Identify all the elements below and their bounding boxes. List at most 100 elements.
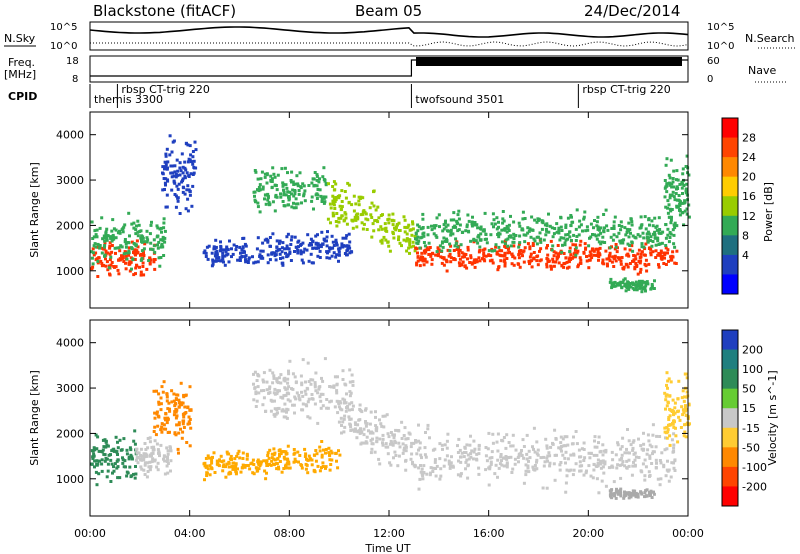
range-gate-cell (315, 192, 319, 196)
range-gate-cell (100, 264, 104, 268)
range-gate-cell (283, 247, 287, 251)
range-gate-cell (370, 216, 374, 219)
range-gate-cell (646, 282, 650, 286)
range-gate-cell (177, 423, 181, 427)
range-gate-cell (603, 241, 607, 244)
range-gate-cell (319, 406, 323, 410)
range-gate-cell (514, 448, 518, 452)
range-gate-cell (322, 448, 325, 452)
range-gate-cell (496, 432, 500, 436)
range-gate-cell (157, 392, 161, 396)
range-gate-cell (425, 246, 429, 250)
range-gate-cell (526, 242, 530, 246)
range-gate-cell (513, 256, 517, 260)
range-gate-cell (299, 243, 303, 246)
range-gate-cell (631, 464, 635, 468)
range-gate-cell (611, 238, 615, 242)
range-gate-cell (128, 260, 132, 264)
range-gate-cell (631, 446, 635, 450)
range-gate-cell (439, 467, 443, 471)
range-gate-cell (135, 249, 139, 253)
range-gate-cell (188, 385, 192, 389)
range-gate-cell (94, 251, 98, 255)
range-gate-cell (645, 269, 649, 273)
range-gate-cell (419, 227, 423, 231)
range-gate-cell (490, 247, 494, 251)
range-gate-cell (318, 469, 322, 473)
range-gate-cell (639, 267, 643, 271)
range-gate-cell (353, 421, 357, 425)
range-gate-cell (545, 246, 549, 250)
range-gate-cell (303, 455, 307, 458)
range-gate-cell (451, 232, 455, 236)
range-gate-cell (272, 447, 276, 451)
range-gate-cell (675, 185, 679, 189)
range-gate-cell (325, 235, 329, 239)
range-gate-cell (514, 234, 518, 237)
range-gate-cell (124, 245, 128, 249)
range-gate-cell (404, 449, 408, 453)
range-gate-cell (369, 431, 372, 435)
range-gate-cell (157, 400, 161, 404)
range-gate-cell (563, 241, 567, 245)
range-gate-cell (183, 192, 187, 196)
range-gate-cell (669, 193, 673, 197)
range-gate-cell (277, 465, 280, 469)
range-gate-cell (112, 449, 116, 453)
range-gate-cell (153, 250, 157, 254)
range-gate-cell (553, 227, 557, 230)
range-gate-cell (477, 256, 481, 260)
range-gate-cell (442, 464, 446, 468)
range-gate-cell (626, 242, 630, 246)
range-gate-cell (208, 464, 212, 468)
range-gate-cell (593, 435, 597, 439)
range-gate-cell (562, 252, 566, 255)
range-gate-cell (166, 452, 170, 456)
range-gate-cell (681, 172, 685, 176)
range-gate-cell (398, 229, 402, 232)
range-gate-cell (364, 440, 368, 444)
range-gate-cell (305, 386, 309, 390)
range-gate-cell (311, 246, 315, 250)
range-gate-cell (183, 176, 187, 180)
range-gate-cell (545, 224, 549, 228)
range-gate-cell (567, 265, 571, 269)
range-gate-cell (667, 468, 671, 472)
range-gate-cell (517, 256, 521, 260)
range-gate-cell (290, 170, 294, 174)
range-gate-cell (551, 260, 555, 264)
range-gate-cell (239, 251, 242, 255)
range-gate-cell (616, 443, 620, 447)
range-gate-cell (469, 239, 473, 243)
range-gate-cell (612, 480, 616, 484)
range-gate-cell (434, 234, 438, 238)
range-gate-cell (271, 200, 275, 204)
range-gate-cell (503, 261, 507, 265)
range-gate-cell (574, 239, 578, 242)
range-gate-cell (656, 236, 660, 240)
range-gate-cell (416, 255, 420, 259)
range-gate-cell (136, 234, 140, 238)
range-gate-cell (497, 225, 500, 229)
range-gate-cell (417, 225, 421, 229)
range-gate-cell (281, 263, 285, 267)
range-gate-cell (258, 183, 262, 187)
range-gate-cell (149, 465, 153, 469)
range-gate-cell (662, 262, 666, 265)
range-gate-cell (213, 254, 217, 258)
range-gate-cell (568, 250, 572, 253)
range-gate-cell (674, 434, 678, 438)
range-gate-cell (279, 395, 283, 399)
range-gate-cell (265, 380, 269, 384)
range-gate-cell (575, 235, 579, 238)
range-gate-cell (304, 452, 308, 456)
range-gate-cell (483, 247, 487, 251)
range-gate-cell (139, 253, 142, 257)
range-gate-cell (525, 433, 529, 437)
range-gate-cell (517, 460, 520, 464)
range-gate-cell (536, 254, 540, 258)
range-gate-cell (448, 252, 452, 256)
range-gate-cell (307, 243, 311, 247)
range-gate-cell (323, 357, 327, 361)
